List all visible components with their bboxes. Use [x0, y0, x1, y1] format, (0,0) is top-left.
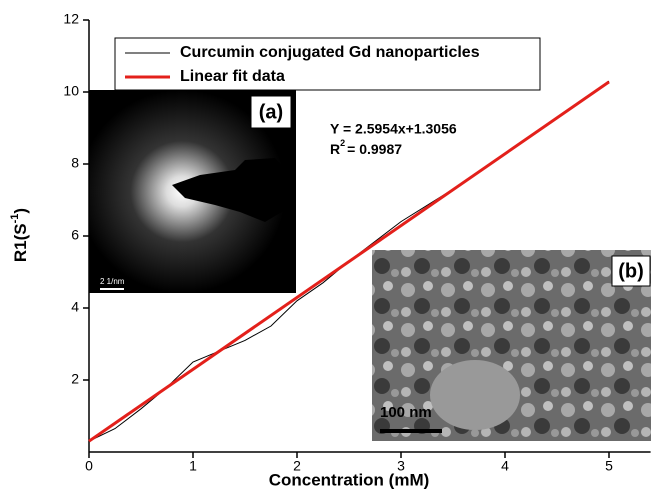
y-tick-label: 4	[71, 299, 79, 315]
inset-a: (a) 2 1/nm	[89, 90, 296, 293]
y-tick-label: 10	[63, 83, 79, 99]
r2-sup: 2	[340, 138, 345, 148]
inset-b: (b) 100 nm	[372, 250, 651, 441]
legend-label: Curcumin conjugated Gd nanoparticles	[180, 44, 480, 61]
legend-label: Linear fit data	[180, 68, 285, 85]
r2-main: R	[330, 141, 340, 157]
chart: (a) 2 1/nm (b) 100 nm Y = 2.5954x+1.3056…	[0, 0, 651, 492]
x-tick-label: 1	[189, 458, 197, 474]
equation: Y = 2.5954x+1.3056	[330, 121, 457, 137]
y-label-end: )	[11, 208, 30, 214]
x-tick-label: 4	[501, 458, 509, 474]
y-label-sup: -1	[9, 214, 21, 224]
scale-text: 100 nm	[380, 404, 432, 421]
inset-label: (a)	[259, 101, 283, 123]
y-label-main: R1(S	[11, 223, 30, 262]
x-tick-label: 3	[397, 458, 405, 474]
y-tick-label: 2	[71, 371, 79, 387]
y-tick-label: 8	[71, 155, 79, 171]
y-tick-label: 6	[71, 227, 79, 243]
x-tick-label: 2	[293, 458, 301, 474]
inset-label: (b)	[618, 260, 644, 282]
x-tick-label: 0	[85, 458, 93, 474]
y-tick-label: 12	[63, 11, 79, 27]
r-squared: R2= 0.9987	[330, 138, 402, 156]
x-tick-label: 5	[605, 458, 613, 474]
r2-end: = 0.9987	[347, 141, 402, 157]
scale-text: 2 1/nm	[100, 277, 125, 286]
y-label: R1(S-1)	[9, 208, 31, 262]
